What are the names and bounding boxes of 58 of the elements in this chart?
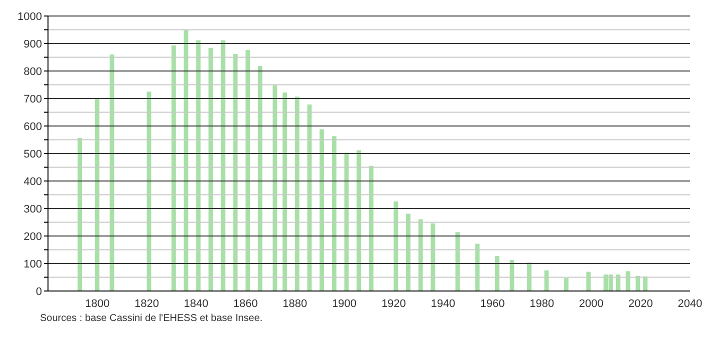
bar <box>94 98 100 291</box>
y-tick-label: 200 <box>24 230 42 243</box>
bar <box>110 54 114 291</box>
y-tick-label: 600 <box>24 120 42 133</box>
x-tick-label: 1940 <box>430 298 456 310</box>
bar <box>510 260 514 291</box>
bar <box>564 278 569 291</box>
y-tick-label: 700 <box>24 93 42 106</box>
bar <box>233 54 238 291</box>
bar <box>320 129 324 291</box>
bar <box>616 274 620 291</box>
x-tick-label: 1960 <box>480 298 505 310</box>
x-tick-label: 2020 <box>628 298 653 310</box>
y-tick-label: 500 <box>24 148 42 160</box>
y-tick-label: 100 <box>24 258 42 270</box>
bar <box>78 138 82 291</box>
bar <box>220 40 226 291</box>
bar <box>344 152 349 291</box>
x-tick-label: 1920 <box>381 298 406 310</box>
bar <box>636 276 640 291</box>
x-tick-label: 1900 <box>332 298 357 310</box>
bar <box>394 201 398 291</box>
y-tick-label: 300 <box>24 203 42 216</box>
bar <box>258 66 262 291</box>
bar <box>184 30 188 291</box>
bar <box>208 48 213 291</box>
y-tick-label: 400 <box>24 176 42 188</box>
x-tick-label: 1860 <box>233 298 258 310</box>
x-tick-label: 2040 <box>678 298 702 310</box>
x-tick-label: 1800 <box>85 298 110 310</box>
bar <box>282 92 288 291</box>
bar <box>544 270 549 291</box>
bar <box>196 40 201 291</box>
bar <box>430 223 436 291</box>
bar <box>527 262 532 291</box>
bar <box>643 276 648 291</box>
x-tick-label: 1880 <box>282 298 308 310</box>
bar <box>475 244 480 291</box>
x-tick-label: 1820 <box>134 298 160 310</box>
source-note: Sources : base Cassini de l'EHESS et base Insee. <box>40 313 264 324</box>
bar <box>455 232 460 291</box>
y-tick-label: 1000 <box>18 10 42 23</box>
y-tick-label: 800 <box>24 66 42 78</box>
bar <box>294 96 300 291</box>
bar <box>246 50 250 291</box>
bar <box>332 136 336 291</box>
bar <box>406 214 410 291</box>
bar <box>272 85 278 291</box>
bar <box>369 166 374 291</box>
bar <box>171 45 176 291</box>
y-tick-label: 0 <box>36 286 42 298</box>
x-tick-label: 1980 <box>530 298 554 310</box>
bar <box>356 150 362 291</box>
y-tick-label: 900 <box>24 38 42 50</box>
bar <box>418 219 423 291</box>
bar <box>494 256 500 291</box>
x-tick-label: 1840 <box>184 298 208 310</box>
x-tick-label: 2000 <box>578 298 604 310</box>
